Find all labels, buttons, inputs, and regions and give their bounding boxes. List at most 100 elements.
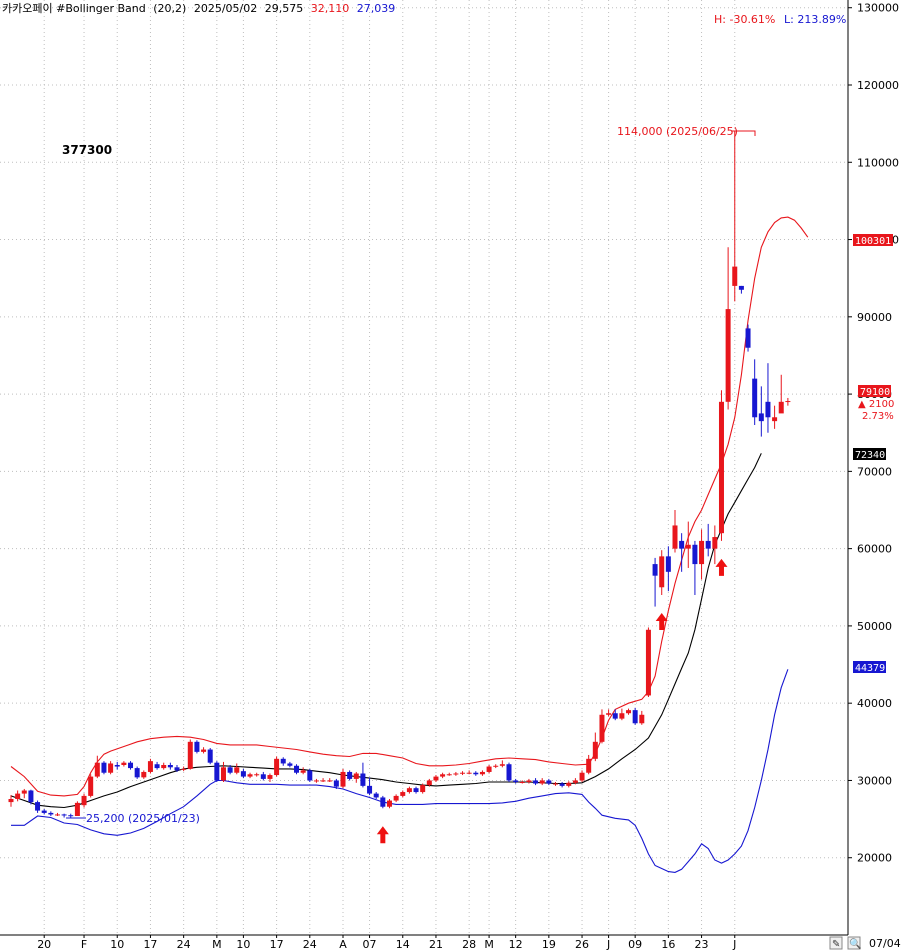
candle-up [579, 772, 585, 781]
candle-up [732, 266, 738, 286]
candle-down [154, 764, 160, 769]
candle-up [718, 401, 724, 534]
draw-tool-button[interactable] [829, 936, 843, 950]
candle-down [294, 765, 300, 773]
upper-band-line [10, 216, 809, 797]
candle-up [572, 780, 578, 783]
y-tick-label: 110000 [857, 156, 899, 169]
y-tick-label: 50000 [857, 620, 892, 633]
candle-up [187, 741, 193, 769]
candle-up [479, 771, 485, 775]
footer-date: 07/04 [869, 937, 901, 950]
candle-up [340, 771, 346, 787]
candle-up [539, 780, 545, 784]
grid [0, 0, 848, 935]
zoom-button[interactable] [847, 936, 861, 950]
candle-down [373, 793, 379, 798]
x-tick-label: 07 [363, 938, 377, 951]
candle-down [207, 749, 213, 763]
candle-up [466, 772, 472, 774]
candle-up [645, 629, 651, 696]
pencil-icon: ✎ [832, 939, 840, 950]
candle-up [460, 772, 466, 774]
candle-up [54, 814, 60, 816]
x-tick-label: F [81, 938, 87, 951]
candle-up [21, 790, 27, 794]
candle-up [393, 795, 399, 801]
x-tick-label: 24 [177, 938, 191, 951]
candle-up [74, 802, 80, 816]
candle-up [685, 544, 691, 549]
x-tick-label: 26 [575, 938, 589, 951]
high-pct: H: -30.61% [714, 13, 775, 26]
candle-up [499, 764, 505, 766]
candle-up [453, 773, 459, 775]
candle-up [778, 401, 784, 414]
mid-band-line [10, 453, 762, 809]
candle-up [785, 401, 791, 403]
close-badge-bg [858, 385, 891, 397]
candle-down [128, 762, 134, 769]
candle-up [486, 766, 492, 772]
candle-up [247, 774, 253, 777]
candle-up [234, 767, 240, 773]
upper-badge-bg [853, 234, 893, 246]
candle-down [367, 785, 373, 794]
candle-down [347, 771, 353, 779]
candle-up [639, 714, 645, 724]
candle-up [8, 799, 14, 803]
x-tick-label: 09 [628, 938, 642, 951]
x-tick-label: 28 [462, 938, 476, 951]
x-tick-label: 20 [37, 938, 51, 951]
candle-down [612, 713, 618, 719]
candle-down [214, 762, 220, 781]
candle-down [167, 765, 173, 768]
candle-down [35, 802, 41, 811]
candle-up [300, 770, 306, 773]
candle-down [194, 741, 200, 752]
candle-up [566, 782, 572, 786]
candle-up [161, 765, 167, 769]
buy-signal-arrow [715, 558, 728, 576]
y-tick-label: 20000 [857, 852, 892, 865]
candle-up [699, 540, 705, 565]
candle-up [519, 782, 525, 783]
chart-title: 카카오페이 #Bollinger Band (20,2) 2025/05/02 … [2, 2, 395, 15]
candle-down [287, 763, 293, 766]
candle-up [592, 741, 598, 759]
x-tick-label: 23 [695, 938, 709, 951]
high-leader [731, 130, 756, 136]
candle-down [473, 772, 479, 775]
candle-down [101, 762, 107, 773]
change-pct: 2.73% [862, 411, 894, 422]
buy-signal-arrow [655, 613, 668, 630]
y-tick-label: 130000 [857, 2, 899, 15]
x-tick-label: J [732, 938, 736, 951]
candle-down [692, 544, 698, 565]
candle-up [619, 713, 625, 719]
candle-down [48, 812, 54, 815]
lower-badge: 44379 [855, 663, 885, 674]
candle-up [121, 762, 127, 765]
candle-up [274, 758, 280, 776]
y-tick-label: 30000 [857, 774, 892, 787]
candle-up [201, 749, 207, 752]
low-pct: L: 213.89% [784, 13, 846, 26]
candle-down [114, 765, 120, 767]
candle-down [174, 767, 180, 771]
candle-up [400, 792, 406, 796]
y-tick-label: 120000 [857, 79, 899, 92]
y-tick-label: 60000 [857, 543, 892, 556]
candle-up [493, 765, 499, 767]
stock-code: 377300 [62, 143, 112, 157]
candle-up [15, 793, 21, 799]
candle-down [260, 774, 266, 779]
candle-down [765, 401, 771, 418]
candle-up [552, 783, 558, 785]
candle-down [333, 780, 339, 787]
candle-up [88, 776, 94, 796]
x-tick-label: 24 [303, 938, 317, 951]
x-tick-label: 10 [236, 938, 250, 951]
candle-down [513, 780, 519, 782]
